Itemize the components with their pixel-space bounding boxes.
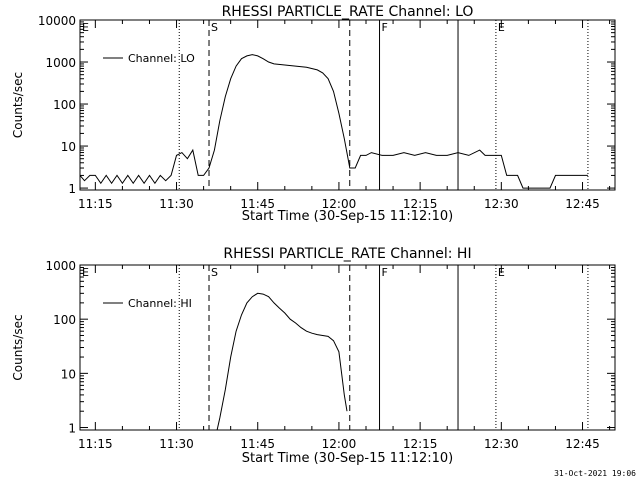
panel-1-y-tick-label: 10000 [38, 14, 76, 28]
panel-1-y-tick-label: 100 [53, 98, 76, 112]
panel-2-series-line [216, 292, 348, 431]
panel-2-x-tick-label: 12:45 [565, 437, 600, 451]
panel-2-x-tick-label: 12:00 [322, 437, 357, 451]
panel-2-legend-label: Channel: HI [128, 297, 192, 310]
panel-2-y-tick-label: 1000 [45, 259, 76, 273]
panel-2-y-tick-label: 100 [53, 313, 76, 327]
panel-2-marker-label: F [382, 266, 388, 279]
panel-2-y-tick-label: 1 [68, 422, 76, 436]
panel-2-y-axis-label: Counts/sec [11, 314, 25, 380]
panel-2-x-tick-label: 11:45 [240, 437, 275, 451]
panel-1-x-axis-label: Start Time (30-Sep-15 11:12:10) [242, 209, 453, 224]
panel-2-x-tick-label: 12:30 [484, 437, 519, 451]
panel-1-marker-label: S [211, 21, 218, 34]
panel-2-marker-label: E [498, 266, 505, 279]
panel-1-title: RHESSI PARTICLE_RATE Channel: LO [222, 4, 474, 20]
panel-1-marker-label: F [382, 21, 388, 34]
panel-1-y-tick-label: 1000 [45, 56, 76, 70]
panel-2-x-tick-label: 11:15 [78, 437, 113, 451]
panel-1-series-line [79, 54, 588, 189]
panel-1-x-tick-label: 12:00 [322, 197, 357, 211]
panel-1-marker-label: E [498, 21, 505, 34]
panel-1-y-tick-label: 10 [61, 140, 76, 154]
panel-1-plot-frame [79, 19, 616, 191]
footer-timestamp: 31-Oct-2021 19:06 [554, 469, 636, 478]
panel-1-marker-label: E [82, 21, 89, 34]
panel-1-x-tick-label: 12:30 [484, 197, 519, 211]
panel-1-x-tick-label: 11:45 [240, 197, 275, 211]
panel-1-legend-label: Channel: LO [128, 52, 195, 65]
panel-2-x-tick-label: 12:15 [403, 437, 438, 451]
panel-2-marker-label: S [211, 266, 218, 279]
panel-2-x-tick-label: 11:30 [159, 437, 194, 451]
panel-1-y-tick-label: 1 [68, 182, 76, 196]
panel-2-title: RHESSI PARTICLE_RATE Channel: HI [223, 246, 471, 262]
panel-1-x-tick-label: 12:45 [565, 197, 600, 211]
panel-1-x-tick-label: 11:15 [78, 197, 113, 211]
panel-2-x-axis-label: Start Time (30-Sep-15 11:12:10) [242, 451, 453, 466]
panel-2-plot-frame [79, 264, 616, 431]
panel-2-marker-label: E [82, 266, 89, 279]
panel-1-x-tick-label: 12:15 [403, 197, 438, 211]
panel-1-y-axis-label: Counts/sec [11, 72, 25, 138]
panel-1-x-tick-label: 11:30 [159, 197, 194, 211]
panel-2-y-tick-label: 10 [61, 367, 76, 381]
